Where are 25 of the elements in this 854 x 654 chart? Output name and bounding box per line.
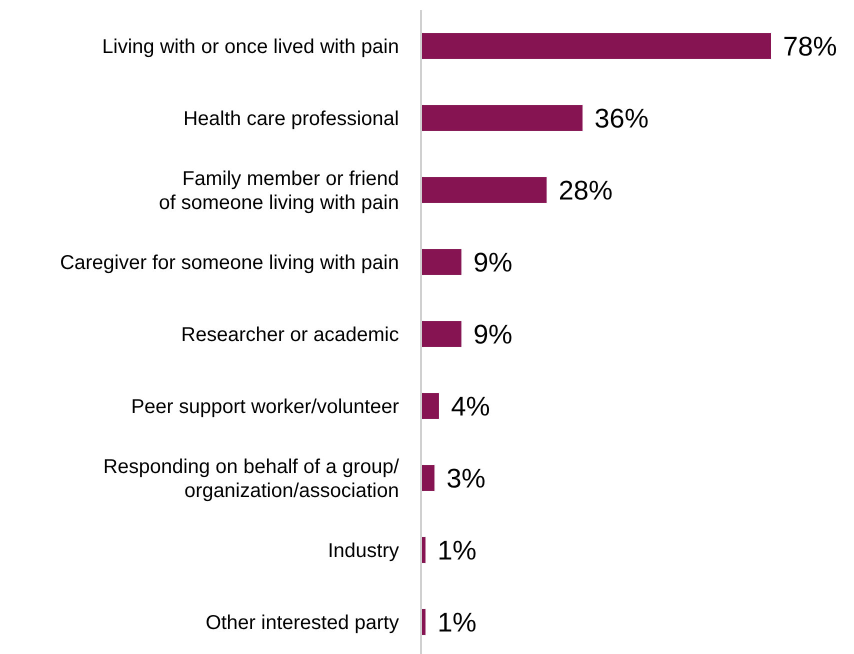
data-label: 78% [783, 31, 838, 62]
bar [421, 177, 547, 203]
y-tick-label: Family member or friend of someone living with pain [158, 168, 399, 214]
data-label: 28% [558, 175, 613, 206]
bar [421, 393, 439, 419]
data-label: 3% [446, 463, 486, 494]
bar [421, 321, 462, 347]
data-label: 4% [450, 391, 490, 422]
data-label: 36% [594, 103, 649, 134]
y-tick-label: Industry [328, 540, 399, 562]
y-tick-label: Other interested party [206, 612, 399, 634]
bar [421, 105, 583, 131]
data-label: 9% [473, 247, 512, 278]
y-tick-label: Caregiver for someone living with pain [60, 252, 399, 274]
data-label: 1% [437, 535, 477, 566]
y-tick-label: Peer support worker/volunteer [131, 396, 400, 418]
data-label: 1% [437, 607, 477, 638]
y-tick-label: Health care professional [183, 108, 399, 130]
y-tick-label: Responding on behalf of a group/ organization/association [103, 456, 400, 502]
bar [421, 33, 771, 59]
data-label: 9% [473, 319, 512, 350]
bar [421, 465, 434, 491]
y-tick-label: Researcher or academic [181, 324, 399, 346]
bar [421, 249, 462, 275]
y-tick-label: Living with or once lived with pain [102, 36, 399, 58]
